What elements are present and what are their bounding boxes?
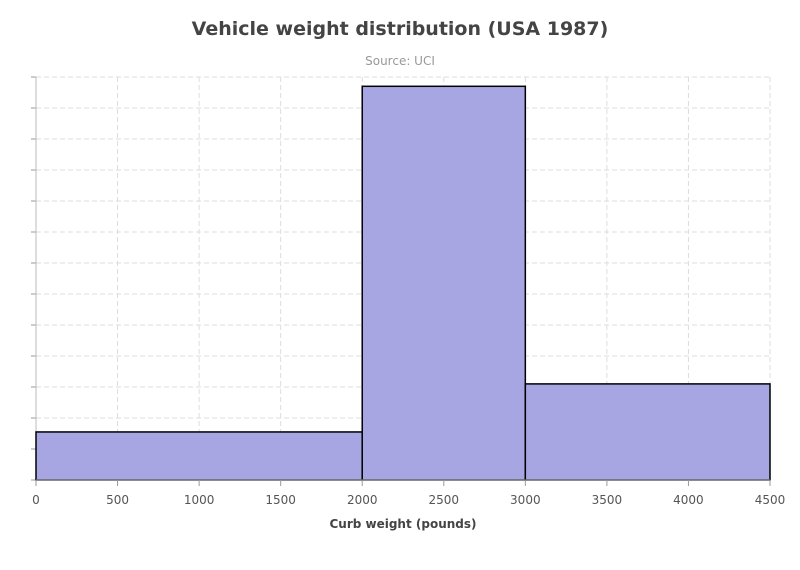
histogram-bar[interactable] — [35, 431, 363, 481]
x-tick-label: 1500 — [265, 493, 296, 507]
x-tick-label: 2000 — [347, 493, 378, 507]
x-tick-label: 1000 — [184, 493, 215, 507]
x-tick-label: 3500 — [592, 493, 623, 507]
histogram-bar[interactable] — [361, 85, 527, 481]
x-tick-label: 2500 — [429, 493, 460, 507]
x-tick-label: 500 — [106, 493, 129, 507]
chart-title: Vehicle weight distribution (USA 1987) — [191, 18, 609, 40]
x-tick-label: 3000 — [510, 493, 541, 507]
x-tick-label: 4000 — [673, 493, 704, 507]
x-tick-label: 4500 — [755, 493, 786, 507]
x-tick-label: 0 — [32, 493, 40, 507]
bars — [35, 85, 771, 481]
histogram-bar[interactable] — [524, 383, 771, 481]
x-axis: 0 500 1000 1500 2000 2500 3000 3500 4000 4500 — [32, 479, 786, 507]
chart-subtitle: Source: UCI — [365, 54, 435, 68]
x-axis-label: Curb weight (pounds) — [329, 517, 476, 531]
